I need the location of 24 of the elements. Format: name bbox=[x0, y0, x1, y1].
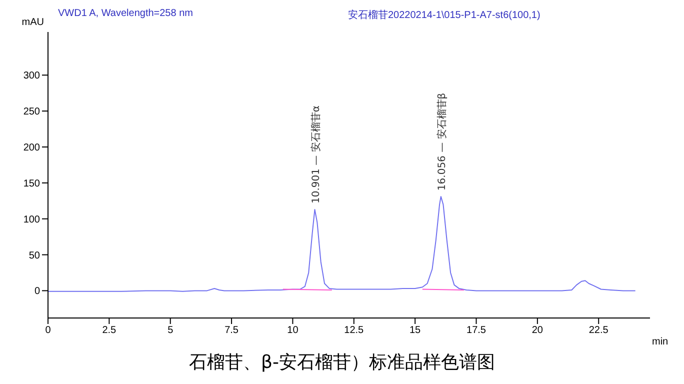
y-tick-label: 50 bbox=[28, 250, 40, 262]
annotation: 16.056 — 安石榴苷β bbox=[436, 92, 448, 191]
x-tick-label: 5 bbox=[168, 325, 174, 336]
x-tick-label: 7.5 bbox=[224, 325, 239, 336]
text: 石榴苷、β-安石榴苷）标准品样色谱图 bbox=[188, 351, 496, 374]
annotation: 10.901 — 安石榴苷α bbox=[310, 105, 322, 204]
y-tick-label: 100 bbox=[23, 214, 40, 226]
x-tick-label: 20 bbox=[532, 325, 544, 336]
y-tick-label: 250 bbox=[23, 106, 40, 118]
x-tick-label: 22.5 bbox=[588, 325, 609, 336]
x-tick-label: 15 bbox=[410, 325, 422, 336]
x-tick-label: 2.5 bbox=[102, 325, 117, 336]
y-tick-label: 150 bbox=[23, 178, 40, 190]
y-tick-label: 300 bbox=[23, 70, 40, 82]
x-tick-label: 10 bbox=[287, 325, 299, 336]
x-tick-label: 0 bbox=[45, 325, 52, 336]
y-axis-title: mAU bbox=[22, 17, 44, 28]
x-tick-label: 17.5 bbox=[466, 325, 486, 336]
chart-subtitle: 安石榴苷20220214-1\015-P1-A7-st6(100,1) bbox=[348, 8, 540, 22]
y-tick-label: 0 bbox=[34, 286, 40, 298]
chart-title: VWD1 A, Wavelength=258 nm bbox=[58, 8, 193, 19]
x-tick-label: 12.5 bbox=[344, 325, 364, 336]
y-tick-label: 200 bbox=[23, 142, 40, 154]
x-axis-title: min bbox=[652, 336, 668, 348]
